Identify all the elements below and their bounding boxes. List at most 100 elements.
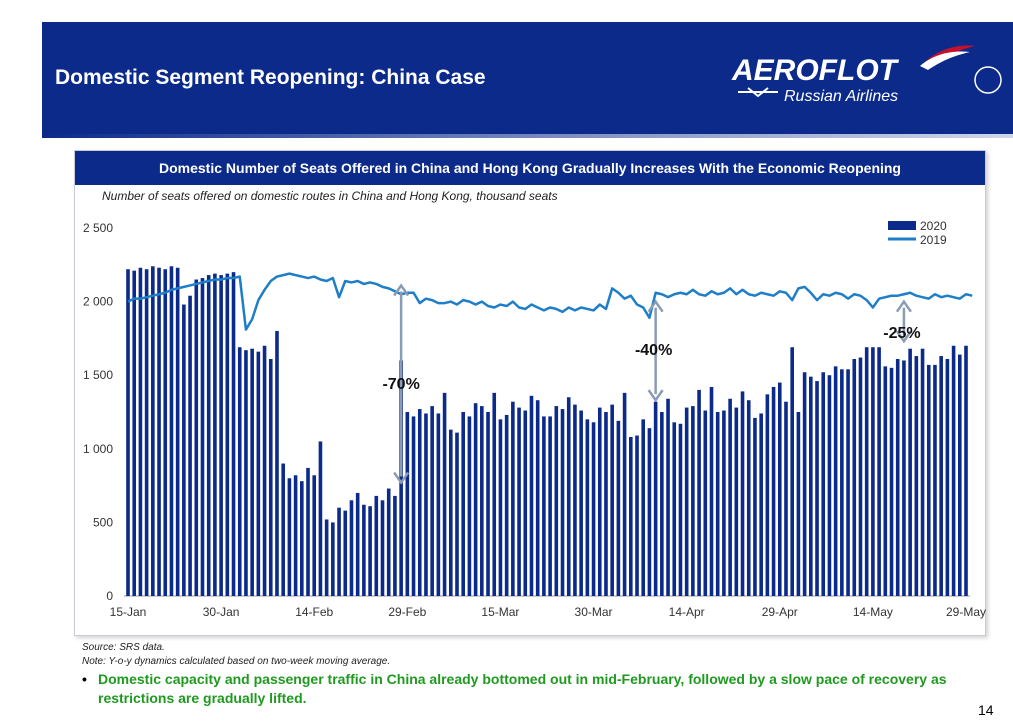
bar-2020: [629, 437, 633, 596]
bar-2020: [182, 304, 186, 596]
bar-2020: [777, 382, 782, 596]
bar-2020: [560, 409, 565, 596]
bar-2020: [430, 406, 434, 596]
bar-2020: [597, 407, 602, 596]
bar-2020: [492, 392, 497, 596]
bar-2020: [312, 475, 317, 596]
logo-hammer-sickle-icon: [738, 87, 778, 98]
annotation-arrow-head-up: [647, 299, 664, 313]
bar-2020: [542, 416, 546, 596]
y-tick-label: 2 000: [83, 295, 113, 309]
bar-2020: [610, 404, 614, 596]
bar-2020: [821, 372, 826, 596]
bar-2020: [660, 412, 664, 596]
bar-2020: [244, 350, 248, 596]
logo-wordmark: AEROFLOT: [732, 54, 897, 87]
bar-2020: [709, 386, 714, 596]
bar-2020: [151, 266, 155, 596]
bar-2020: [380, 500, 385, 596]
bar-2020: [442, 392, 447, 596]
bar-2020: [852, 359, 857, 596]
bar-2020: [933, 364, 937, 596]
bar-2020: [405, 412, 410, 596]
y-tick-label: 2 500: [83, 221, 113, 235]
bar-2020: [684, 407, 689, 596]
bar-2020: [889, 367, 894, 596]
bar-2020: [250, 348, 254, 596]
bar-2020: [740, 391, 745, 596]
bar-2020: [374, 495, 379, 596]
y-tick-label: 1 000: [83, 442, 113, 456]
bar-2020: [523, 410, 528, 596]
footnotes: Source: SRS data. Note: Y-o-y dynamics c…: [82, 641, 390, 669]
bar-2020: [206, 275, 211, 596]
bar-2020: [871, 347, 875, 596]
header-divider: [42, 134, 1013, 138]
annotation-label: -70%: [382, 376, 419, 393]
bar-2020: [175, 267, 180, 596]
bar-2020: [908, 348, 912, 596]
bar-2020: [275, 331, 279, 596]
bar-2020: [858, 357, 863, 596]
bar-2020: [219, 275, 223, 596]
bar-2020: [386, 488, 391, 596]
bar-2020: [715, 412, 720, 596]
y-tick-label: 500: [93, 515, 113, 529]
bar-2020: [566, 397, 571, 596]
bar-2020: [200, 278, 205, 596]
x-tick-label: 15-Mar: [481, 605, 519, 619]
bullet-icon: •: [82, 671, 87, 687]
x-tick-label: 29-May: [946, 605, 986, 619]
legend-swatch-2020: [888, 221, 916, 230]
legend-label-2019: 2019: [920, 233, 947, 247]
logo-wing-white-icon: [920, 51, 970, 70]
bar-2020: [467, 416, 472, 596]
bar-2020: [815, 381, 819, 596]
bar-2020: [157, 267, 161, 596]
bar-2020: [585, 419, 590, 596]
bar-2020: [535, 400, 540, 596]
legend-label-2020: 2020: [920, 219, 947, 233]
bar-2020: [877, 347, 881, 596]
bar-2020: [765, 394, 770, 596]
bar-2020: [895, 359, 900, 596]
bar-2020: [417, 409, 422, 596]
takeaway-text: Domestic capacity and passenger traffic …: [98, 671, 947, 706]
bar-2020: [641, 419, 646, 596]
bar-2020: [883, 366, 888, 596]
bar-2020: [722, 410, 726, 596]
bar-2020: [393, 495, 397, 596]
bar-2020: [343, 510, 348, 596]
bar-2020: [622, 392, 627, 596]
bar-2020: [324, 519, 329, 596]
method-note: Note: Y-o-y dynamics calculated based on…: [82, 656, 391, 667]
bar-2020: [163, 269, 168, 596]
x-tick-label: 30-Jan: [203, 605, 240, 619]
bar-2020: [796, 412, 801, 596]
bar-2020: [790, 347, 794, 596]
bar-2020: [126, 269, 130, 596]
bar-2020: [138, 267, 143, 596]
line-2019: [127, 272, 973, 331]
bar-2020: [926, 364, 931, 596]
bar-2020: [784, 401, 788, 596]
bar-2020: [231, 272, 236, 596]
y-tick-label: 0: [106, 589, 113, 603]
bar-2020: [802, 372, 807, 596]
bar-2020: [399, 360, 403, 596]
bar-2020: [368, 506, 372, 596]
bar-2020: [529, 395, 534, 596]
y-tick-label: 1 500: [83, 368, 113, 382]
bar-2020: [957, 354, 962, 596]
bar-2020: [480, 406, 484, 596]
bar-2020: [647, 428, 652, 596]
x-tick-label: 14-Feb: [295, 605, 333, 619]
bar-2020: [287, 478, 292, 596]
x-tick-label: 14-Apr: [669, 605, 705, 619]
bar-2020: [579, 410, 583, 596]
chart-subtitle: Number of seats offered on domestic rout…: [102, 189, 558, 203]
bar-2020: [300, 481, 304, 596]
bar-2020: [411, 416, 416, 596]
bar-2020: [914, 356, 919, 596]
x-tick-label: 15-Jan: [110, 605, 147, 619]
